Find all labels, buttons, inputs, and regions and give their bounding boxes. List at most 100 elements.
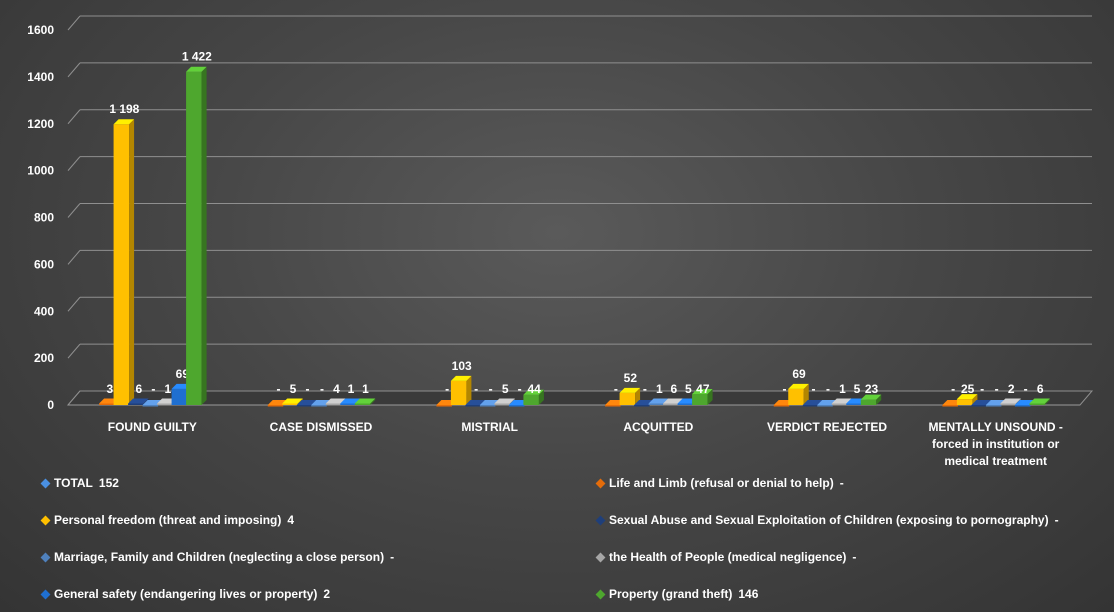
bar-1-4	[788, 388, 804, 405]
bar-top	[113, 119, 135, 125]
bar-4-1	[325, 403, 342, 405]
gridline-side	[67, 250, 81, 265]
y-tick-label: 0	[47, 398, 54, 412]
data-label: 103	[452, 359, 472, 373]
bar-0-2	[436, 405, 452, 407]
bar-top	[1000, 398, 1021, 404]
x-tick-label: ACQUITTED	[623, 420, 693, 434]
legend-value: -	[839, 476, 844, 490]
x-tick-label: MENTALLY UNSOUND -	[928, 420, 1062, 434]
bar-0-0	[99, 403, 115, 405]
y-tick-label: 600	[34, 257, 54, 271]
legend-value: 4	[287, 513, 295, 527]
data-label: -	[1024, 382, 1028, 396]
legend-value: -	[390, 550, 395, 564]
legend-label: General safety (endangering lives or pro…	[54, 587, 318, 601]
bar-4-2	[494, 403, 510, 405]
bar-top	[354, 398, 376, 404]
bar-side	[201, 66, 207, 405]
bar-1-3	[619, 392, 636, 405]
bar-6-3	[692, 393, 708, 405]
bar-top	[831, 398, 853, 404]
bar-6-1	[354, 403, 371, 405]
bar-3-2	[479, 405, 496, 407]
legend-label: the Health of People (medical negligence…	[609, 550, 847, 564]
legend-swatch-icon	[595, 478, 606, 488]
bar-5-0	[171, 388, 188, 405]
data-label: 25	[961, 382, 975, 396]
bar-top	[692, 388, 713, 394]
data-label: 5	[685, 382, 692, 396]
data-label: 1 422	[182, 50, 212, 64]
bar-2-2	[465, 405, 481, 407]
data-label: -	[812, 382, 816, 396]
data-label: 6	[1037, 382, 1044, 396]
bar-6-5	[1029, 403, 1045, 405]
data-label: -	[643, 382, 647, 396]
bar-side	[466, 375, 472, 405]
bar-0-5	[942, 405, 958, 407]
bar-side	[803, 383, 809, 405]
bar-1-1	[282, 403, 298, 405]
gridline-side	[67, 203, 81, 218]
legend-swatch-icon	[595, 589, 606, 599]
data-label: 6	[135, 382, 142, 396]
bar-3-3	[648, 403, 665, 405]
legend-value: 152	[98, 476, 119, 490]
bar-top	[1029, 398, 1050, 404]
legend-swatch-icon	[40, 589, 51, 599]
data-label: 6	[670, 382, 677, 396]
gridline-side	[67, 109, 81, 125]
data-label: 1 198	[109, 102, 139, 116]
legend-swatch-icon	[595, 515, 606, 525]
chart-floor	[66, 390, 1094, 406]
bar-2-5	[971, 405, 987, 407]
data-label: -	[445, 382, 449, 396]
bar-top	[971, 400, 992, 405]
data-label: 2	[1008, 382, 1015, 396]
bar-side	[538, 389, 544, 405]
gridline-side	[67, 15, 81, 31]
bar-top	[648, 398, 670, 404]
bar-2-0	[128, 403, 144, 405]
bar-3-0	[142, 405, 159, 407]
bar-4-4	[831, 403, 848, 405]
data-label: -	[151, 382, 155, 396]
data-label: -	[320, 382, 324, 396]
data-label: 1	[362, 382, 369, 396]
bar-side	[370, 398, 376, 405]
bar-2-3	[634, 405, 650, 407]
bar-5-2	[508, 405, 525, 407]
data-label: 47	[696, 382, 710, 396]
data-label: 52	[624, 371, 638, 385]
legend-label: Life and Limb (refusal or denial to help…	[609, 476, 834, 490]
bar-1-0	[113, 124, 130, 405]
bar-top	[450, 375, 472, 381]
y-tick-label: 800	[34, 211, 54, 225]
bar-5-4	[846, 403, 862, 405]
bar-6-4	[860, 399, 877, 405]
bar-top	[663, 398, 684, 404]
x-tick-label: VERDICT REJECTED	[767, 420, 887, 434]
data-label: 4	[333, 382, 340, 396]
bar-1-5	[956, 399, 973, 405]
legend-swatch-icon	[40, 552, 51, 562]
data-label: 3	[106, 382, 113, 396]
y-tick-label: 400	[34, 304, 54, 318]
data-label: 44	[527, 382, 541, 396]
gridline-side	[67, 156, 81, 171]
legend-item-sexual-abuse: Sexual Abuse and Sexual Exploitation of …	[595, 513, 1059, 527]
data-label: 5	[290, 382, 297, 396]
legend-item-health-of-people: the Health of People (medical negligence…	[595, 550, 856, 564]
x-tick-label: MISTRIAL	[461, 420, 518, 434]
bar-top	[802, 400, 824, 405]
bar-top	[494, 398, 515, 404]
bar-top	[186, 66, 207, 72]
legend-swatch-icon	[40, 515, 51, 525]
data-label: -	[614, 382, 618, 396]
legend-item-life-and-limb: Life and Limb (refusal or denial to help…	[595, 476, 844, 490]
data-label: -	[995, 382, 999, 396]
y-tick-label: 200	[34, 351, 54, 365]
bar-top	[282, 398, 303, 404]
